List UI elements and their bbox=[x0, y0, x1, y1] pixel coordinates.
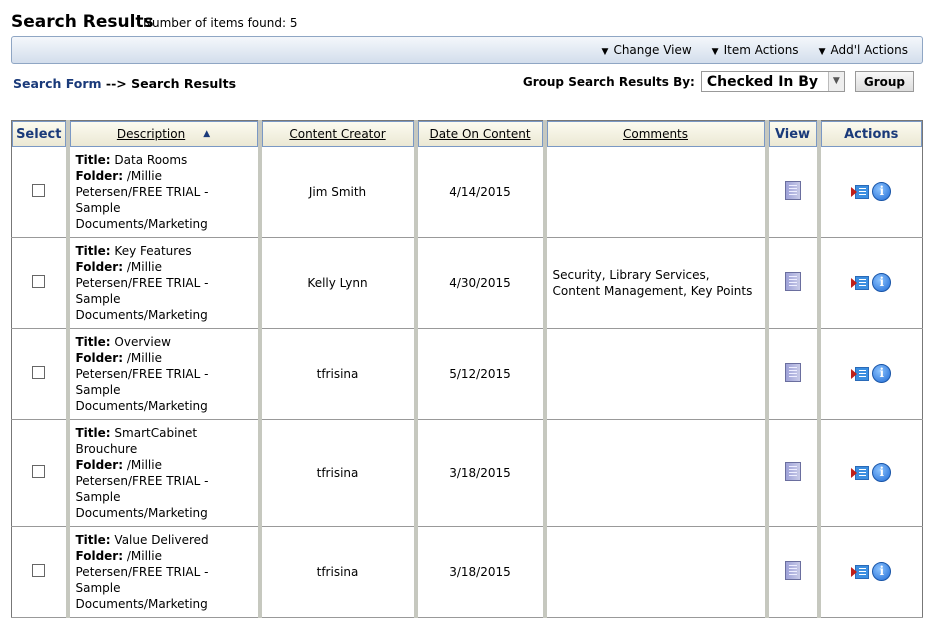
item-folder: /Millie Petersen/FREE TRIAL - Sample Doc… bbox=[75, 351, 209, 413]
description-cell: Title: SmartCabinet Brouchure Folder: /Mi… bbox=[65, 419, 260, 527]
info-icon[interactable]: i bbox=[872, 562, 892, 582]
description-cell: Title: Key Features Folder: /Millie Peter… bbox=[65, 237, 260, 329]
breadcrumb-current: Search Results bbox=[131, 76, 237, 91]
group-by-label: Group Search Results By: bbox=[522, 74, 695, 89]
row-checkbox[interactable] bbox=[32, 184, 46, 197]
breadcrumb-search-form-link[interactable]: Search Form bbox=[13, 76, 102, 91]
view-document-icon[interactable] bbox=[784, 462, 801, 481]
column-header-view: View bbox=[764, 120, 819, 147]
chevron-down-icon: ▼ bbox=[711, 47, 719, 57]
select-cell bbox=[11, 526, 68, 618]
select-cell bbox=[11, 328, 68, 420]
row-checkbox[interactable] bbox=[32, 465, 46, 478]
view-cell bbox=[764, 237, 819, 329]
chevron-down-icon: ▼ bbox=[601, 47, 609, 57]
group-by-controls: Group Search Results By: Checked In By ▼ … bbox=[523, 71, 914, 92]
date-cell: 3/18/2015 bbox=[413, 526, 545, 618]
info-icon[interactable]: i bbox=[872, 182, 892, 202]
actions-menu-icon[interactable] bbox=[851, 564, 870, 579]
content-creator-cell: Jim Smith bbox=[257, 147, 416, 238]
view-cell bbox=[764, 147, 819, 238]
table-row: Title: Data Rooms Folder: /Millie Peterse… bbox=[11, 147, 923, 238]
description-cell: Title: Overview Folder: /Millie Petersen/… bbox=[65, 328, 260, 420]
content-creator-cell: tfrisina bbox=[257, 419, 416, 527]
content-creator-cell: Kelly Lynn bbox=[257, 237, 416, 329]
page-title: Search Results bbox=[11, 12, 154, 32]
info-icon[interactable]: i bbox=[872, 364, 892, 384]
actions-menu-icon[interactable] bbox=[851, 465, 870, 480]
chevron-down-icon: ▼ bbox=[818, 47, 826, 57]
item-title: Value Delivered bbox=[114, 533, 209, 547]
table-row: Title: SmartCabinet Brouchure Folder: /Mi… bbox=[11, 419, 923, 527]
actions-menu-icon[interactable] bbox=[851, 366, 870, 381]
addl-actions-menu[interactable]: ▼ Add'l Actions bbox=[818, 43, 908, 57]
item-actions-menu[interactable]: ▼ Item Actions bbox=[711, 43, 799, 57]
view-cell bbox=[764, 419, 819, 527]
comments-cell bbox=[542, 328, 767, 420]
comments-cell bbox=[542, 526, 767, 618]
comments-cell bbox=[542, 419, 767, 527]
date-cell: 4/14/2015 bbox=[413, 147, 545, 238]
item-folder: /Millie Petersen/FREE TRIAL - Sample Doc… bbox=[75, 260, 209, 322]
actions-cell: i bbox=[816, 328, 923, 420]
sort-ascending-icon: ▲ bbox=[203, 129, 211, 139]
select-cell bbox=[11, 237, 68, 329]
row-checkbox[interactable] bbox=[32, 275, 46, 288]
select-cell bbox=[11, 147, 68, 238]
table-row: Title: Value Delivered Folder: /Millie Pe… bbox=[11, 526, 923, 618]
select-cell bbox=[11, 419, 68, 527]
view-cell bbox=[764, 526, 819, 618]
column-header-description[interactable]: Description ▲ bbox=[65, 120, 260, 147]
table-row: Title: Overview Folder: /Millie Petersen/… bbox=[11, 328, 923, 420]
date-cell: 4/30/2015 bbox=[413, 237, 545, 329]
results-table: Select Description ▲ Content Creator Date… bbox=[11, 120, 923, 618]
content-creator-cell: tfrisina bbox=[257, 526, 416, 618]
change-view-menu[interactable]: ▼ Change View bbox=[601, 43, 692, 57]
comments-cell bbox=[542, 147, 767, 238]
actions-menu-icon[interactable] bbox=[851, 184, 870, 199]
column-header-comments[interactable]: Comments bbox=[542, 120, 767, 147]
group-button[interactable]: Group bbox=[854, 71, 914, 92]
column-header-actions: Actions bbox=[816, 120, 923, 147]
breadcrumb: Search Form --> Search Results bbox=[13, 76, 237, 91]
item-title: Data Rooms bbox=[114, 153, 188, 167]
view-cell bbox=[764, 328, 819, 420]
description-cell: Title: Value Delivered Folder: /Millie Pe… bbox=[65, 526, 260, 618]
item-title: Key Features bbox=[114, 244, 192, 258]
column-header-select: Select bbox=[12, 121, 68, 147]
column-header-content-creator[interactable]: Content Creator bbox=[257, 120, 416, 147]
item-folder: /Millie Petersen/FREE TRIAL - Sample Doc… bbox=[75, 458, 209, 520]
table-row: Title: Key Features Folder: /Millie Peter… bbox=[11, 237, 923, 329]
group-by-select[interactable]: Checked In By ▼ bbox=[700, 71, 845, 92]
description-cell: Title: Data Rooms Folder: /Millie Peterse… bbox=[65, 147, 260, 238]
info-icon[interactable]: i bbox=[872, 463, 892, 483]
view-document-icon[interactable] bbox=[784, 363, 801, 382]
actions-cell: i bbox=[816, 419, 923, 527]
comments-cell: Security, Library Services, Content Mana… bbox=[542, 237, 767, 329]
date-cell: 5/12/2015 bbox=[413, 328, 545, 420]
chevron-down-icon: ▼ bbox=[827, 72, 844, 91]
actions-cell: i bbox=[816, 526, 923, 618]
row-checkbox[interactable] bbox=[32, 366, 46, 379]
actions-cell: i bbox=[816, 147, 923, 238]
item-folder: /Millie Petersen/FREE TRIAL - Sample Doc… bbox=[75, 169, 209, 231]
column-header-date[interactable]: Date On Content bbox=[413, 120, 545, 147]
row-checkbox[interactable] bbox=[32, 564, 46, 577]
view-document-icon[interactable] bbox=[784, 181, 801, 200]
items-found-count: Number of items found: 5 bbox=[143, 16, 298, 30]
actions-cell: i bbox=[816, 237, 923, 329]
view-document-icon[interactable] bbox=[784, 272, 801, 291]
actions-menu-icon[interactable] bbox=[851, 275, 870, 290]
content-creator-cell: tfrisina bbox=[257, 328, 416, 420]
item-title: Overview bbox=[114, 335, 171, 349]
info-icon[interactable]: i bbox=[872, 273, 892, 293]
item-title: SmartCabinet Brouchure bbox=[75, 426, 198, 456]
date-cell: 3/18/2015 bbox=[413, 419, 545, 527]
toolbar: ▼ Change View ▼ Item Actions ▼ Add'l Action… bbox=[11, 36, 923, 64]
view-document-icon[interactable] bbox=[784, 561, 801, 580]
